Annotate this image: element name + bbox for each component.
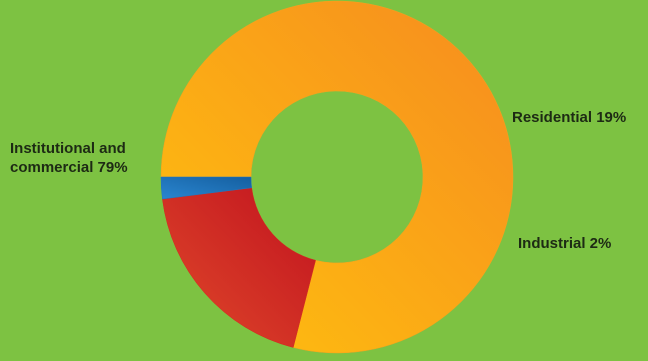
slice-label-line: Industrial 2%	[518, 235, 612, 252]
slice-label-line: Institutional and	[10, 140, 126, 157]
slice-label-line: Residential 19%	[512, 109, 627, 126]
slice-label-residential: Residential 19%	[512, 108, 626, 127]
slice-residential	[162, 187, 316, 348]
donut-slices	[160, 0, 514, 354]
slice-label-industrial: Industrial 2%	[518, 234, 611, 253]
slice-institutional-commercial	[160, 0, 514, 354]
slice-label-line: commercial 79%	[10, 159, 128, 176]
slice-label-institutional-commercial: Institutional and commercial 79%	[10, 139, 128, 177]
slice-industrial	[160, 176, 252, 200]
